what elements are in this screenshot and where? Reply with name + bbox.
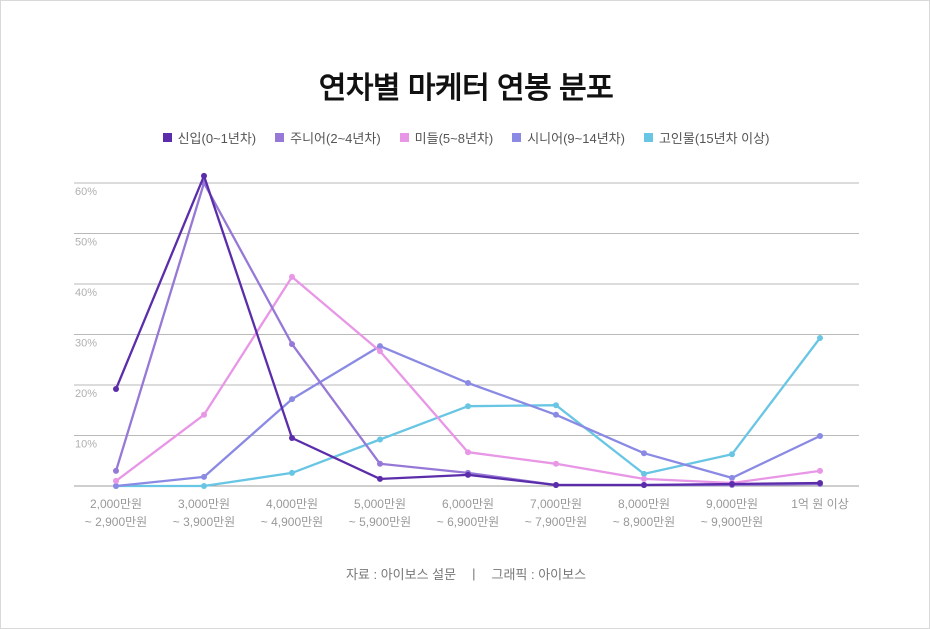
series-veteran <box>113 335 823 489</box>
data-point-senior <box>377 343 383 350</box>
data-point-newcomer <box>289 435 295 441</box>
series-middle <box>113 273 823 486</box>
data-point-newcomer <box>729 481 735 487</box>
legend-swatch <box>162 133 172 142</box>
footer: 자료 : 아이보스 설문 | 그래픽 : 아이보스 <box>1 564 929 583</box>
legend-swatch <box>399 133 409 142</box>
data-point-newcomer <box>113 386 119 392</box>
legend-swatch <box>275 133 285 142</box>
series-line-senior <box>114 344 822 488</box>
legend-label: 고인물(15년차 이상) <box>658 131 770 146</box>
data-point-senior <box>553 411 559 418</box>
data-point-newcomer <box>641 482 647 488</box>
y-tick-label: 10% <box>75 439 97 451</box>
legend-item-senior: 시니어(9~14년차) <box>512 128 625 147</box>
data-point-junior <box>377 460 383 467</box>
legend: 신입(0~1년차) 주니어(2~4년차) 미들(5~8년차) 시니어(9~14년… <box>1 128 929 147</box>
data-point-newcomer <box>465 471 471 478</box>
chart-title: 연차별 마케터 연봉 분포 <box>318 72 614 105</box>
data-point-veteran <box>729 451 735 458</box>
data-point-senior <box>817 433 823 439</box>
y-axis-labels: 60% 50% 40% 30% 20% 10% <box>75 186 97 451</box>
graphic-credit: 그래픽 : 아이보스 <box>491 567 587 582</box>
data-point-veteran <box>201 483 207 489</box>
y-tick-label: 60% <box>75 186 97 198</box>
data-point-senior <box>113 483 119 489</box>
data-point-veteran <box>553 402 559 409</box>
legend-swatch <box>643 133 653 142</box>
data-point-senior <box>465 380 471 386</box>
legend-item-junior: 주니어(2~4년차) <box>275 128 381 147</box>
legend-label: 신입(0~1년차) <box>177 131 257 146</box>
legend-label: 시니어(9~14년차) <box>527 131 625 146</box>
data-point-middle <box>201 411 207 418</box>
legend-item-newcomer: 신입(0~1년차) <box>162 128 257 147</box>
source-note: 자료 : 아이보스 설문 <box>345 567 457 582</box>
data-point-senior <box>641 450 647 457</box>
data-point-veteran <box>641 470 647 477</box>
data-point-newcomer <box>553 482 559 488</box>
y-tick-label: 40% <box>75 287 97 299</box>
data-point-senior <box>289 396 295 403</box>
legend-item-veteran: 고인물(15년차 이상) <box>643 128 770 147</box>
data-point-newcomer <box>377 475 383 482</box>
legend-swatch <box>512 133 522 142</box>
data-point-veteran <box>817 335 823 341</box>
data-point-middle <box>113 477 119 484</box>
legend-item-middle: 미들(5~8년차) <box>399 128 494 147</box>
data-point-junior <box>289 341 295 348</box>
data-point-newcomer <box>817 480 823 486</box>
y-tick-label: 50% <box>75 237 97 249</box>
data-point-middle <box>641 475 647 482</box>
y-tick-label: 20% <box>75 388 97 400</box>
data-point-veteran <box>465 403 471 410</box>
legend-label: 주니어(2~4년차) <box>290 131 381 146</box>
legend-label: 미들(5~8년차) <box>414 131 494 146</box>
data-point-senior <box>201 473 207 480</box>
data-point-newcomer <box>201 172 207 179</box>
data-point-veteran <box>289 469 295 476</box>
data-point-middle <box>377 348 383 355</box>
data-point-middle <box>817 467 823 474</box>
series-newcomer <box>113 172 823 488</box>
series-line-veteran <box>114 336 822 488</box>
footer-separator: | <box>472 566 476 581</box>
y-tick-label: 30% <box>75 338 97 350</box>
data-point-middle <box>553 460 559 467</box>
data-point-junior <box>113 467 119 474</box>
series-senior <box>113 343 823 489</box>
data-point-senior <box>729 474 735 481</box>
data-point-veteran <box>377 436 383 443</box>
series-line-newcomer <box>114 174 822 487</box>
data-point-middle <box>465 449 471 456</box>
data-point-middle <box>289 273 295 280</box>
